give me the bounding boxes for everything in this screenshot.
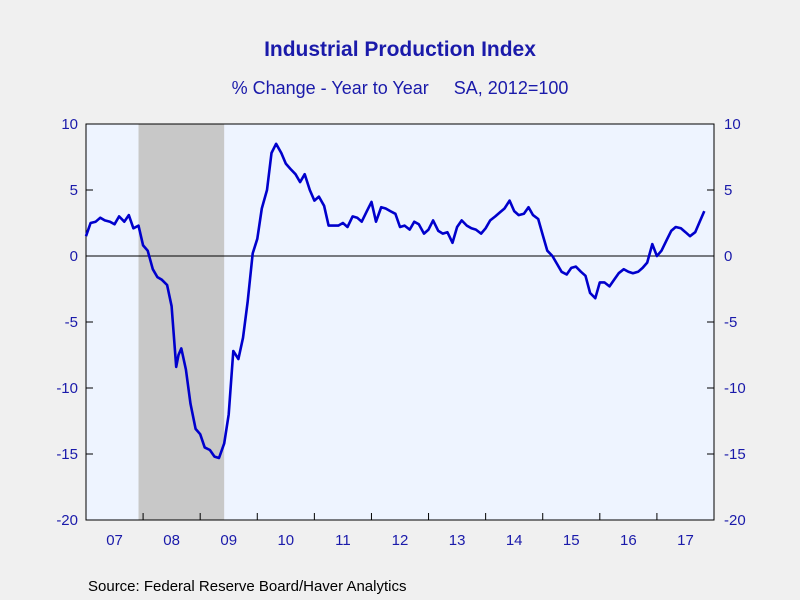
y-tick-label-right: -15 <box>724 446 746 463</box>
x-tick-label: 10 <box>277 532 294 549</box>
x-tick-label: 12 <box>392 532 409 549</box>
series-line <box>84 142 706 460</box>
x-tick-label: 08 <box>163 532 180 549</box>
y-tick-label-right: 10 <box>724 116 741 133</box>
y-tick-label-left: 5 <box>70 182 78 199</box>
y-tick-label-right: 0 <box>724 248 732 265</box>
x-tick-label: 13 <box>449 532 466 549</box>
x-tick-label: 16 <box>620 532 637 549</box>
y-tick-label-left: -10 <box>56 380 78 397</box>
y-tick-label-right: 5 <box>724 182 732 199</box>
x-tick-label: 09 <box>220 532 237 549</box>
recession-shading <box>138 124 225 520</box>
y-tick-label-right: -20 <box>724 512 746 529</box>
y-tick-label-right: -10 <box>724 380 746 397</box>
x-tick-label: 15 <box>563 532 580 549</box>
x-tick-label: 07 <box>106 532 123 549</box>
y-tick-label-left: 10 <box>61 116 78 133</box>
x-tick-label: 11 <box>335 532 351 549</box>
source-note: Source: Federal Reserve Board/Haver Anal… <box>88 578 407 595</box>
y-tick-label-left: 0 <box>70 248 78 265</box>
chart-title: Industrial Production Index <box>264 38 536 61</box>
x-tick-label: 14 <box>506 532 523 549</box>
y-tick-label-left: -15 <box>56 446 78 463</box>
x-tick-label: 17 <box>677 532 694 549</box>
y-tick-label-left: -20 <box>56 512 78 529</box>
y-tick-label-left: -5 <box>65 314 78 331</box>
chart-subtitle: % Change - Year to Year SA, 2012=100 <box>231 78 569 98</box>
y-tick-label-right: -5 <box>724 314 737 331</box>
